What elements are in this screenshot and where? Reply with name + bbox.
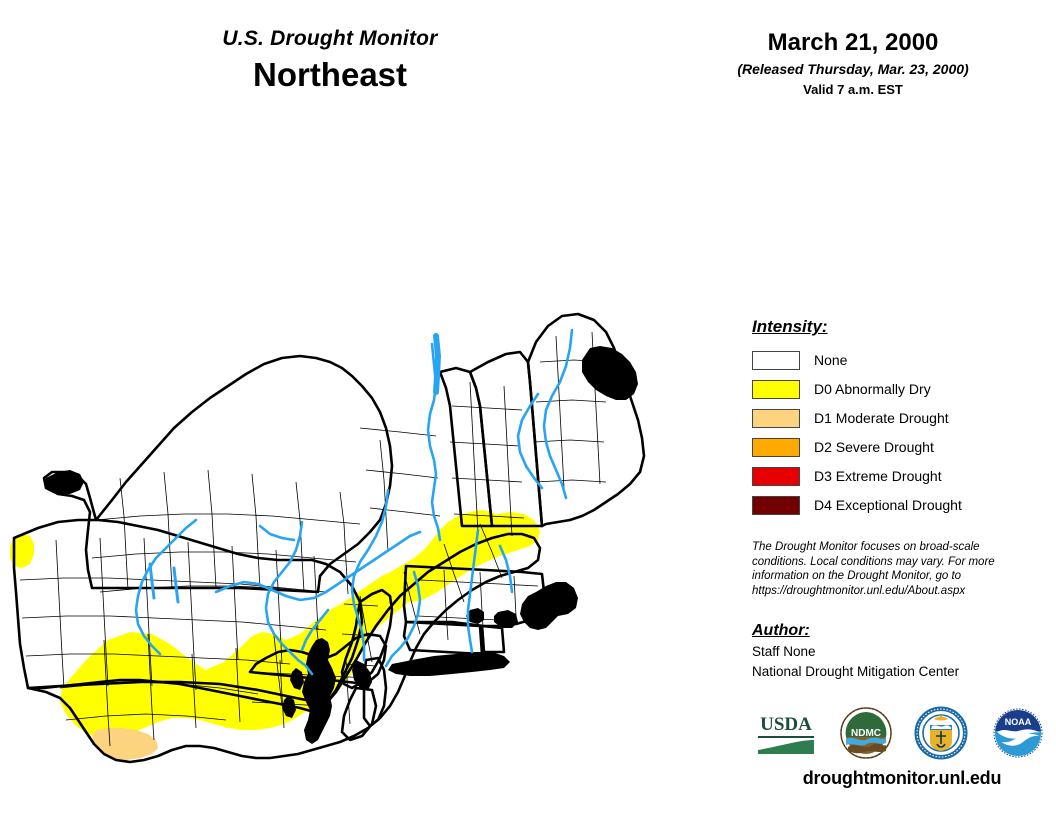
kennebec-river (516, 392, 544, 490)
ndmc-logo-text: NDMC (851, 728, 881, 739)
drought-map[interactable] (0, 140, 740, 800)
legend-label-d4: D4 Exceptional Drought (814, 497, 962, 513)
finger-lake-2 (172, 566, 180, 604)
state-rhode-island (480, 624, 506, 654)
usdc-seal-logo[interactable] (914, 706, 968, 760)
usda-logo[interactable]: USDA (755, 708, 817, 758)
disclaimer-about-link[interactable]: https://droughtmonitor.unl.edu/About.asp… (752, 584, 966, 597)
water-body-layer (44, 346, 638, 744)
legend-label-d0: D0 Abnormally Dry (814, 381, 931, 397)
map-date: March 21, 2000 (767, 29, 939, 56)
allegheny-river (134, 518, 198, 656)
legend-item-d2[interactable]: D2 Severe Drought (752, 433, 1052, 462)
legend-panel: Intensity: None D0 Abnormally Dry D1 Mod… (752, 316, 1052, 681)
disclaimer-line-1: The Drought Monitor focuses on broad-sca… (752, 541, 980, 553)
drought-area-wv-d1 (92, 728, 158, 760)
penobscot-river (542, 328, 574, 500)
tributary-east (498, 544, 514, 594)
state-west-virginia (26, 532, 542, 764)
footer-url[interactable]: droughtmonitor.unl.edu (802, 768, 1002, 788)
legend-label-d3: D3 Extreme Drought (814, 468, 942, 484)
legend-swatch-d3 (752, 467, 800, 486)
legend-label-d1: D1 Moderate Drought (814, 410, 949, 426)
drought-area-pa-d0 (10, 534, 34, 568)
page-title-region: Northeast (252, 56, 408, 93)
state-boundary-layer (12, 312, 646, 764)
cape-cod-coast (466, 582, 578, 630)
legend-swatch-d0 (752, 380, 800, 399)
connecticut-river (466, 528, 480, 654)
susquehanna-river (264, 520, 314, 676)
legend-swatch-d4 (752, 496, 800, 515)
river-layer (134, 328, 574, 676)
legend-item-d4[interactable]: D4 Exceptional Drought (752, 491, 1052, 520)
kanawha-river (384, 570, 422, 668)
state-maryland (248, 632, 388, 742)
legend-item-d1[interactable]: D1 Moderate Drought (752, 404, 1052, 433)
valid-time: Valid 7 a.m. EST (803, 82, 903, 97)
state-new-york (42, 354, 394, 594)
release-date: (Released Thursday, Mar. 23, 2000) (737, 61, 969, 77)
state-maine (526, 312, 646, 528)
maine-coast (582, 346, 638, 400)
disclaimer-line-3: information on the Drought Monitor, go t… (752, 570, 962, 582)
lake-champlain (433, 333, 441, 395)
disclaimer-text: The Drought Monitor focuses on broad-sca… (752, 540, 1014, 598)
state-connecticut (402, 620, 484, 656)
potomac-river (300, 608, 330, 652)
delaware-river (350, 488, 390, 662)
legend-item-d0[interactable]: D0 Abnormally Dry (752, 375, 1052, 404)
finger-lake-1 (148, 562, 156, 600)
date-block: March 21, 2000 (Released Thursday, Mar. … (660, 28, 1046, 99)
mohawk-river (214, 530, 422, 602)
map-svg (10, 312, 646, 764)
logo-row: USDA NDMC NOAA (755, 703, 1045, 763)
legend-label-d2: D2 Severe Drought (814, 439, 934, 455)
chesapeake-bay (282, 638, 336, 744)
author-title: Author: (752, 622, 810, 639)
usda-logo-text: USDA (760, 714, 812, 735)
state-new-hampshire (468, 350, 544, 528)
legend-swatch-none (752, 351, 800, 370)
noaa-logo[interactable]: NOAA (991, 707, 1045, 759)
author-name: Staff None (752, 644, 816, 659)
title-block: U.S. Drought Monitor Northeast (0, 26, 660, 96)
long-island (388, 652, 510, 676)
legend-title: Intensity: (752, 317, 828, 336)
ndmc-logo[interactable]: NDMC (839, 707, 892, 759)
legend-label-none: None (814, 352, 848, 368)
author-organization: National Drought Mitigation Center (752, 664, 960, 679)
legend-item-none[interactable]: None (752, 346, 1052, 375)
disclaimer-line-2: conditions. Local conditions may vary. F… (752, 555, 995, 568)
noaa-logo-text: NOAA (1005, 717, 1032, 727)
page-title-program: U.S. Drought Monitor (222, 27, 438, 50)
legend-swatch-d1 (752, 409, 800, 428)
legend-item-d3[interactable]: D3 Extreme Drought (752, 462, 1052, 491)
legend-swatch-d2 (752, 438, 800, 457)
tributary-north (258, 524, 296, 542)
